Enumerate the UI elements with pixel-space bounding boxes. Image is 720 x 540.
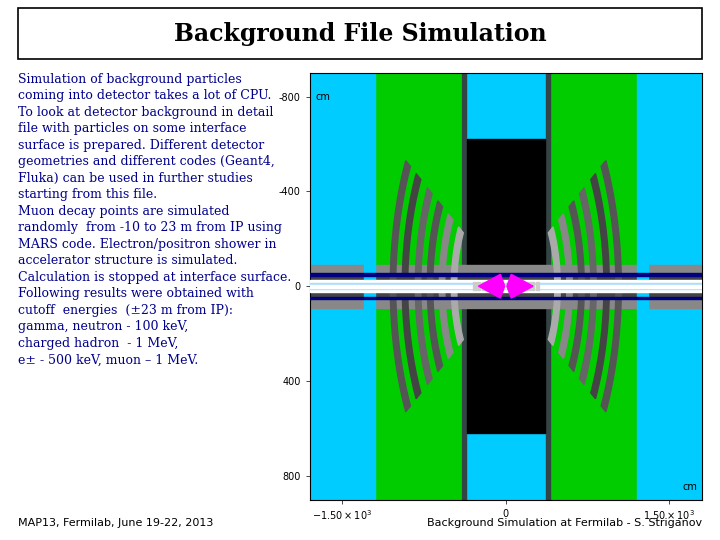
Bar (647, 73, 702, 500)
Bar (310, 297, 702, 299)
Bar (518, 282, 521, 291)
Bar (310, 280, 702, 292)
Polygon shape (439, 214, 453, 359)
Bar (527, 282, 530, 291)
Bar (310, 265, 702, 308)
Polygon shape (415, 188, 432, 384)
Polygon shape (402, 174, 421, 399)
Polygon shape (569, 201, 584, 372)
Polygon shape (601, 160, 621, 412)
Bar (364, 73, 375, 500)
Bar (473, 282, 476, 291)
Bar (310, 285, 702, 288)
Polygon shape (428, 201, 443, 372)
Bar (310, 275, 702, 297)
Text: Simulation of background particles
coming into detector takes a lot of CPU.
To l: Simulation of background particles comin… (18, 73, 292, 367)
Bar (499, 282, 502, 291)
Polygon shape (548, 227, 560, 346)
Polygon shape (451, 227, 464, 346)
Bar (464, 73, 466, 500)
Bar (477, 282, 480, 291)
Polygon shape (479, 274, 505, 286)
Bar (462, 73, 463, 500)
Polygon shape (507, 274, 533, 286)
Bar (490, 282, 493, 291)
Text: cm: cm (683, 482, 697, 492)
Bar (482, 282, 485, 291)
Bar (462, 73, 549, 500)
Bar (486, 282, 489, 291)
Text: MAP13, Fermilab, June 19-22, 2013: MAP13, Fermilab, June 19-22, 2013 (18, 518, 213, 528)
Bar (514, 282, 517, 291)
Polygon shape (390, 160, 410, 412)
Polygon shape (559, 214, 572, 359)
Polygon shape (590, 174, 609, 399)
Bar (531, 282, 534, 291)
Bar (536, 282, 539, 291)
Bar (510, 282, 513, 291)
Bar (467, 139, 545, 433)
Text: cm: cm (315, 92, 330, 102)
Bar (495, 282, 498, 291)
Bar (636, 73, 647, 500)
Bar (310, 273, 702, 275)
Bar (310, 73, 364, 500)
Text: Background File Simulation: Background File Simulation (174, 22, 546, 46)
Bar (546, 73, 548, 500)
Polygon shape (479, 286, 505, 298)
FancyBboxPatch shape (18, 8, 702, 59)
Text: Background Simulation at Fermilab - S. Striganov: Background Simulation at Fermilab - S. S… (427, 518, 702, 528)
Bar (523, 282, 526, 291)
Bar (549, 73, 551, 500)
Polygon shape (580, 188, 596, 384)
Bar (310, 284, 702, 289)
Polygon shape (507, 286, 533, 298)
